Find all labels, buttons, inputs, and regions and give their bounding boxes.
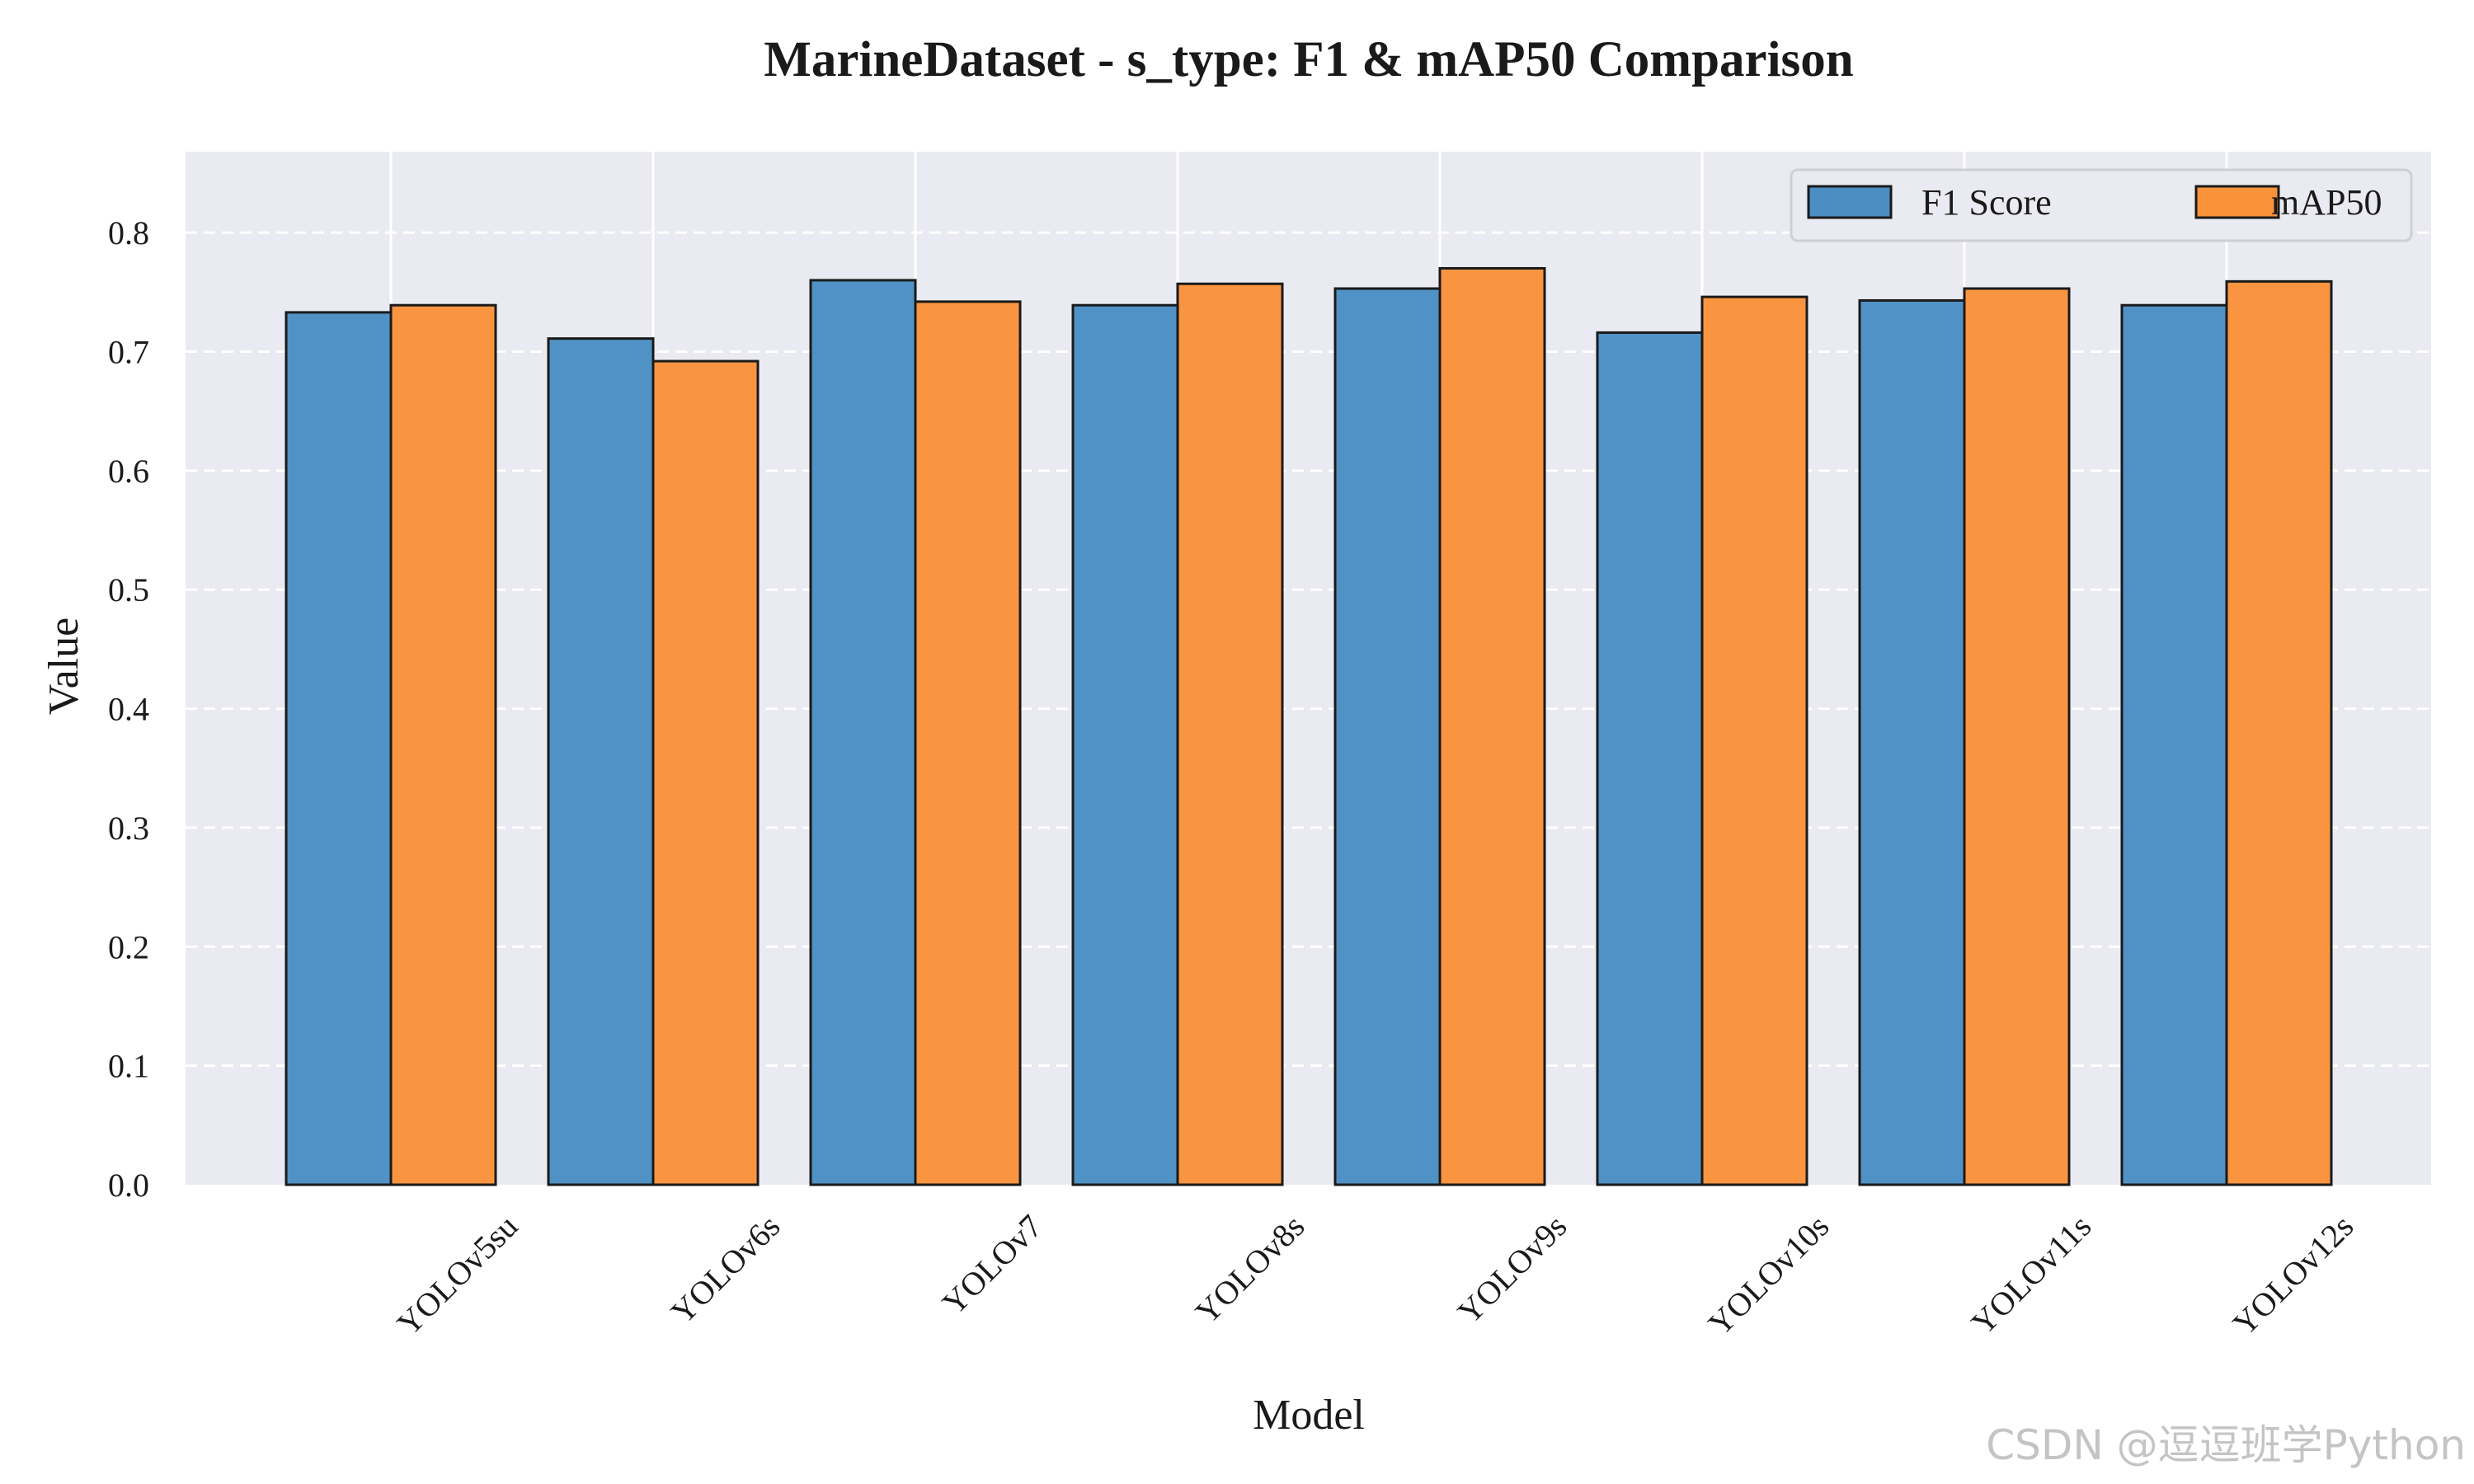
y-axis-label: Value [40,618,87,715]
chart-title: MarineDataset - s_type: F1 & mAP50 Compa… [764,32,1853,87]
y-tick-label: 0.1 [108,1048,149,1085]
y-tick-label: 0.4 [108,691,149,728]
bar-f1-score-yolov11s [1858,298,1966,1186]
bar-f1-score-yolov10s [1596,331,1704,1186]
y-tick-label: 0.5 [108,571,149,608]
bar-map50-yolov8s [1176,282,1284,1186]
legend-label-f1-score: F1 Score [1921,182,2052,223]
watermark-text: CSDN @逗逗班学Python [1986,1421,2466,1469]
y-tick-label: 0.0 [108,1167,149,1204]
bar-f1-score-yolov5su [285,311,393,1186]
bars [285,266,2333,1186]
y-axis-ticks: 0.0 0.1 0.2 0.3 0.4 0.5 0.6 0.7 0.8 [108,214,149,1204]
bar-map50-yolov10s [1700,295,1808,1186]
y-tick-label: 0.7 [108,334,149,371]
plot-area [186,152,2431,1185]
y-tick-label: 0.3 [108,810,149,847]
legend-swatch-f1-score [1807,185,1893,219]
y-tick-label: 0.6 [108,453,149,490]
y-tick-label: 0.8 [108,214,149,251]
bar-map50-yolov7 [914,300,1022,1186]
y-tick-label: 0.2 [108,928,149,965]
bar-f1-score-yolov9s [1333,287,1442,1186]
x-axis-label: Model [1253,1392,1365,1439]
bar-f1-score-yolov12s [2120,303,2228,1186]
bar-map50-yolov9s [1438,266,1546,1186]
bar-f1-score-yolov7 [809,279,917,1186]
legend-swatch-map50 [2194,185,2280,219]
bar-f1-score-yolov8s [1071,303,1179,1186]
bar-f1-score-yolov6s [547,337,655,1186]
bar-map50-yolov12s [2225,279,2333,1186]
legend-label-map50: mAP50 [2271,182,2382,223]
bar-map50-yolov6s [651,359,760,1186]
bar-map50-yolov11s [1963,287,2071,1186]
bar-map50-yolov5su [389,303,497,1186]
legend: F1 Score mAP50 [1790,168,2413,242]
